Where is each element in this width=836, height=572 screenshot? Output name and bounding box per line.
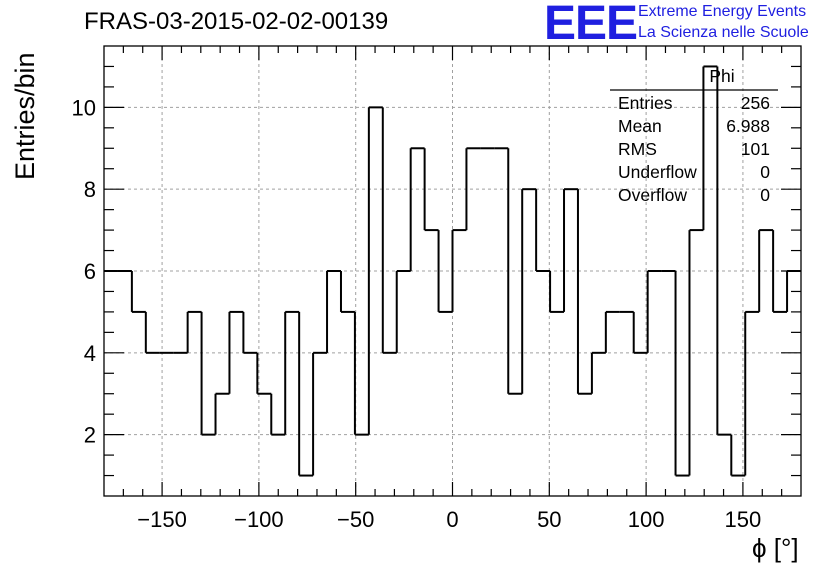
y-tick-label: 10 — [72, 95, 96, 120]
x-tick-label: 50 — [537, 507, 561, 532]
stats-row-mean: Mean 6.988 — [610, 116, 778, 139]
stats-box: Phi Entries 256 Mean 6.988 RMS 101 Under… — [610, 66, 778, 208]
y-tick-label: 6 — [84, 259, 96, 284]
histogram-bars — [104, 65, 801, 477]
axis-tick-labels: −150 −100 −50 0 50 100 150 2 4 6 8 10 — [72, 95, 762, 532]
y-tick-label: 4 — [84, 341, 96, 366]
y-tick-label: 8 — [84, 177, 96, 202]
stats-value: 256 — [740, 93, 770, 113]
stats-label: Entries — [618, 93, 673, 113]
logo-line-1: Extreme Energy Events — [638, 3, 807, 20]
stats-label: RMS — [618, 139, 657, 159]
stats-label: Underflow — [618, 162, 697, 182]
chart-title: FRAS-03-2015-02-02-00139 — [84, 8, 389, 35]
x-tick-label: 0 — [446, 507, 458, 532]
x-tick-label: 100 — [628, 507, 665, 532]
stats-row-rms: RMS 101 — [610, 139, 778, 162]
stats-value: 101 — [740, 139, 770, 159]
stats-name: Phi — [709, 66, 735, 86]
stats-value: 6.988 — [726, 116, 770, 136]
x-tick-label: −150 — [137, 507, 187, 532]
stats-label: Mean — [618, 116, 662, 136]
x-axis-label: ϕ [°] — [752, 533, 799, 563]
x-tick-label: −50 — [337, 507, 374, 532]
stats-label: Overflow — [618, 185, 688, 205]
stats-value: 0 — [760, 185, 770, 205]
x-tick-label: 150 — [725, 507, 762, 532]
x-tick-label: −100 — [234, 507, 284, 532]
stats-value: 0 — [760, 162, 770, 182]
axis-ticks — [104, 46, 801, 496]
eee-logo: EEE — [544, 0, 638, 50]
stats-row-entries: Entries 256 — [610, 93, 778, 116]
stats-row-overflow: Overflow 0 — [610, 185, 778, 208]
logo-line-2: La Scienza nelle Scuole — [638, 24, 809, 41]
y-axis-label: Entries/bin — [10, 52, 40, 180]
stats-row-underflow: Underflow 0 — [610, 162, 778, 185]
y-tick-label: 2 — [84, 423, 96, 448]
